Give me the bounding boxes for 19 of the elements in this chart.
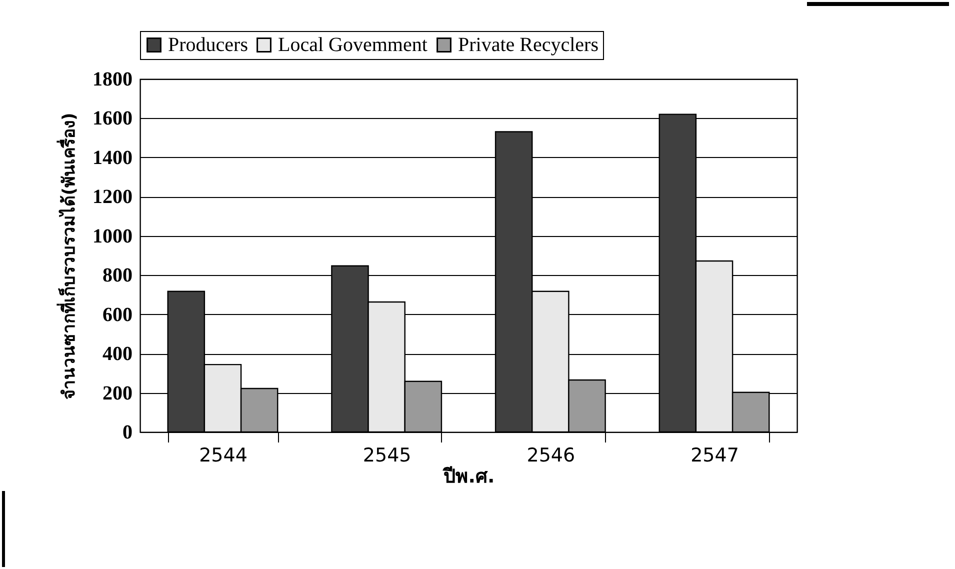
x-axis-title: ปีพ.ศ. [442, 466, 495, 488]
y-tick-label: 0 [122, 422, 132, 444]
y-axis-title: จำนวนซากที่เก็บรวบรวมได้(พันเครื่อง) [56, 112, 80, 400]
y-tick-label: 200 [102, 382, 132, 404]
legend-label: Local Govemment [278, 34, 428, 56]
y-tick-label: 600 [102, 304, 132, 326]
legend-label: Producers [168, 34, 248, 56]
y-tick-label: 800 [102, 264, 132, 287]
x-tick-label: 2544 [199, 444, 248, 466]
y-tick-label: 1200 [92, 186, 132, 208]
y-tick-label: 1800 [92, 68, 132, 90]
y-tick-label: 400 [102, 343, 132, 366]
y-tick-label: 1400 [92, 146, 132, 169]
y-tick-label: 1000 [92, 225, 132, 248]
y-tick-label: 1600 [92, 108, 132, 130]
x-tick-label: 2547 [690, 444, 739, 466]
x-tick-label: 2545 [362, 444, 412, 466]
x-tick-label: 2546 [526, 444, 576, 466]
legend-label: Private Recyclers [458, 34, 599, 56]
